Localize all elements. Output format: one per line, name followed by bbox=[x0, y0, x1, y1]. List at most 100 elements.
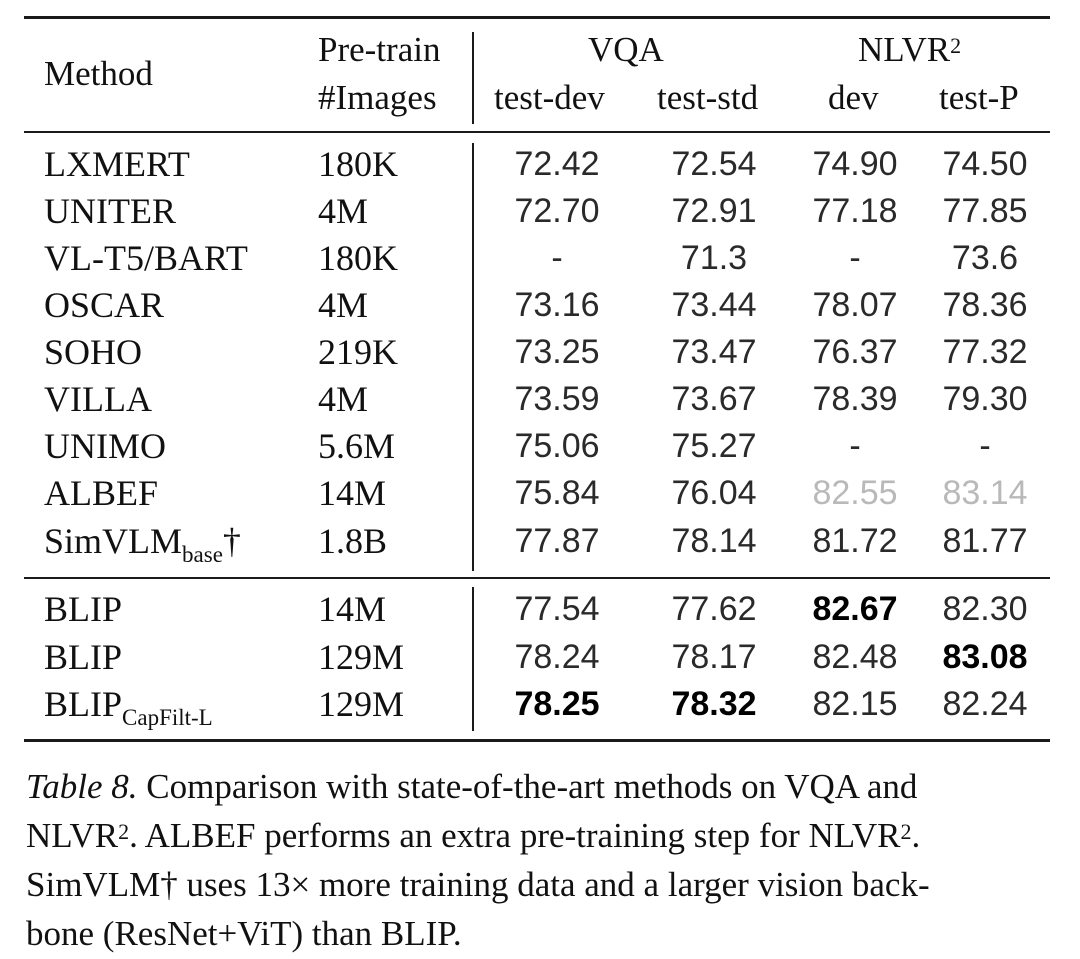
cell-vqa-test-dev: 78.24 bbox=[514, 638, 600, 676]
header-method: Method bbox=[44, 54, 153, 93]
caption-line-1-text: Comparison with state-of-the-art methods… bbox=[137, 767, 918, 806]
caption-line-2-sup-2: 2 bbox=[900, 819, 912, 844]
row-images: 219K bbox=[318, 332, 398, 372]
cell-nlvr-test-p: - bbox=[979, 427, 991, 465]
header-dev: dev bbox=[828, 78, 879, 117]
row-images: 180K bbox=[318, 238, 398, 278]
cell-vqa-test-std: 72.91 bbox=[671, 192, 757, 230]
cell-nlvr-test-p: 77.85 bbox=[942, 192, 1028, 230]
row-method: LXMERT bbox=[44, 144, 190, 184]
cell-vqa-test-std: 78.14 bbox=[671, 522, 757, 560]
cell-nlvr-dev: 82.48 bbox=[812, 638, 898, 676]
caption-line-2: NLVR2. ALBEF performs an extra pre-train… bbox=[26, 811, 1066, 860]
caption-line-4: bone (ResNet+ViT) than BLIP. bbox=[26, 914, 462, 953]
cell-vqa-test-std: 73.47 bbox=[671, 333, 757, 371]
cell-vqa-test-dev: 72.42 bbox=[514, 145, 600, 183]
cell-vqa-test-std: 73.44 bbox=[671, 286, 757, 324]
header-nlvr-text: NLVR bbox=[858, 30, 951, 69]
header-vertical-rule bbox=[472, 32, 474, 124]
row-method: UNIMO bbox=[44, 426, 166, 466]
cell-nlvr-test-p: 81.77 bbox=[942, 522, 1028, 560]
row-method-text: BLIP bbox=[44, 684, 123, 724]
cell-vqa-test-dev: 73.16 bbox=[514, 286, 600, 324]
cell-nlvr-dev: - bbox=[849, 427, 861, 465]
header-vqa: VQA bbox=[588, 30, 664, 69]
cell-vqa-test-dev: 77.54 bbox=[514, 590, 600, 628]
row-method-dagger: † bbox=[222, 521, 241, 561]
caption-line-1: Table 8. Comparison with state-of-the-ar… bbox=[26, 762, 1066, 811]
cell-nlvr-dev: 81.72 bbox=[812, 522, 898, 560]
cell-vqa-test-std: 72.54 bbox=[671, 145, 757, 183]
caption-line-3: SimVLM† uses 13× more training data and … bbox=[26, 865, 930, 904]
row-method-subscript: base bbox=[182, 542, 223, 567]
cell-vqa-test-std: 78.17 bbox=[671, 638, 757, 676]
header-test-dev: test-dev bbox=[494, 78, 605, 117]
header-test-std: test-std bbox=[657, 78, 759, 117]
row-images: 5.6M bbox=[318, 426, 396, 466]
cell-nlvr-dev: 78.07 bbox=[812, 286, 898, 324]
row-method: VL-T5/BART bbox=[44, 238, 248, 278]
table-caption: Table 8. Comparison with state-of-the-ar… bbox=[26, 762, 1066, 958]
row-images: 4M bbox=[318, 379, 369, 419]
cell-nlvr-test-p: 77.32 bbox=[942, 333, 1028, 371]
header-images: #Images bbox=[318, 78, 437, 117]
row-method: ALBEF bbox=[44, 473, 159, 513]
cell-vqa-test-dev-best: 78.25 bbox=[514, 685, 600, 723]
cell-vqa-test-std: 71.3 bbox=[680, 239, 748, 277]
row-method: OSCAR bbox=[44, 285, 165, 325]
caption-line-2-c: . bbox=[911, 816, 921, 855]
row-images: 129M bbox=[318, 637, 405, 677]
row-images: 14M bbox=[318, 589, 387, 629]
row-method: UNITER bbox=[44, 191, 176, 231]
header-nlvr-sup: 2 bbox=[950, 33, 962, 58]
table-top-rule bbox=[24, 16, 1050, 19]
header-nlvr: NLVR2 bbox=[858, 30, 961, 70]
cell-vqa-test-dev: 73.25 bbox=[514, 333, 600, 371]
cell-vqa-test-dev: 75.84 bbox=[514, 474, 600, 512]
row-method: BLIPCapFilt-L bbox=[44, 682, 213, 731]
cell-nlvr-dev: 74.90 bbox=[812, 145, 898, 183]
row-images: 14M bbox=[318, 473, 387, 513]
cell-vqa-test-std: 75.27 bbox=[671, 427, 757, 465]
row-method: BLIP bbox=[44, 637, 123, 677]
caption-line-2-b: . ALBEF performs an extra pre-training s… bbox=[129, 816, 901, 855]
row-method-subscript: CapFilt-L bbox=[122, 705, 213, 730]
body-vertical-rule bbox=[472, 143, 474, 571]
cell-vqa-test-std: 73.67 bbox=[671, 380, 757, 418]
table-bottom-rule bbox=[24, 739, 1050, 742]
row-images: 180K bbox=[318, 144, 398, 184]
cell-nlvr-dev: 78.39 bbox=[812, 380, 898, 418]
header-test-p: test-P bbox=[939, 78, 1019, 117]
cell-nlvr-test-p-best: 83.08 bbox=[942, 638, 1028, 676]
cell-nlvr-test-p: 82.30 bbox=[942, 590, 1028, 628]
cell-nlvr-test-p: 74.50 bbox=[942, 145, 1028, 183]
blip-vertical-rule bbox=[472, 587, 474, 731]
cell-nlvr-dev-greyed: 82.55 bbox=[812, 474, 898, 512]
cell-nlvr-dev-best: 82.67 bbox=[812, 590, 898, 628]
cell-vqa-test-dev: - bbox=[551, 239, 563, 277]
row-images: 129M bbox=[318, 684, 405, 724]
cell-nlvr-test-p: 73.6 bbox=[951, 239, 1019, 277]
cell-nlvr-test-p-greyed: 83.14 bbox=[942, 474, 1028, 512]
row-method-text: SimVLM bbox=[44, 521, 183, 561]
caption-line-2-sup: 2 bbox=[118, 819, 130, 844]
cell-vqa-test-dev: 73.59 bbox=[514, 380, 600, 418]
row-images: 4M bbox=[318, 191, 369, 231]
cell-vqa-test-dev: 75.06 bbox=[514, 427, 600, 465]
cell-nlvr-test-p: 79.30 bbox=[942, 380, 1028, 418]
row-images: 4M bbox=[318, 285, 369, 325]
cell-vqa-test-dev: 77.87 bbox=[514, 522, 600, 560]
cell-nlvr-dev: 77.18 bbox=[812, 192, 898, 230]
caption-label: Table 8. bbox=[26, 767, 138, 806]
cell-nlvr-dev: 82.15 bbox=[812, 685, 898, 723]
row-method: SOHO bbox=[44, 332, 143, 372]
header-pretrain: Pre-train bbox=[318, 30, 441, 69]
row-images: 1.8B bbox=[318, 521, 388, 561]
table-midrule bbox=[24, 577, 1050, 579]
cell-nlvr-dev: 76.37 bbox=[812, 333, 898, 371]
cell-vqa-test-std: 76.04 bbox=[671, 474, 757, 512]
row-method: BLIP bbox=[44, 589, 123, 629]
cell-nlvr-dev: - bbox=[849, 239, 861, 277]
cell-nlvr-test-p: 82.24 bbox=[942, 685, 1028, 723]
cell-vqa-test-std: 77.62 bbox=[671, 590, 757, 628]
